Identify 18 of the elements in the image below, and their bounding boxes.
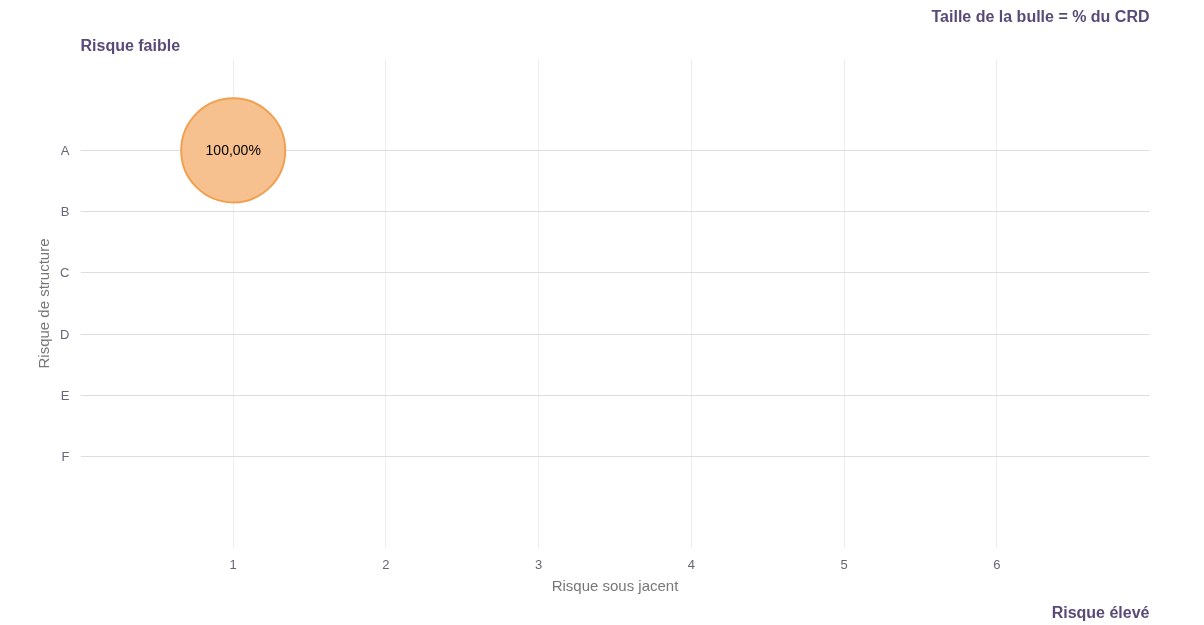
x-tick-label: 1 bbox=[229, 556, 237, 572]
text: Risque élevé bbox=[1051, 603, 1150, 621]
x-tick-label: 3 bbox=[535, 556, 543, 572]
x-tick-label: 4 bbox=[687, 556, 695, 572]
y-tick-label: D bbox=[60, 326, 70, 342]
y-tick-label: A bbox=[60, 142, 70, 158]
x-tick-label: 6 bbox=[993, 556, 1001, 572]
x-tick-label: 2 bbox=[382, 556, 390, 572]
y-tick-label: C bbox=[60, 265, 70, 281]
y-tick-label: B bbox=[60, 204, 70, 220]
text: Risque faible bbox=[80, 36, 181, 54]
x-axis-title: Risque sous jacent bbox=[551, 576, 680, 594]
y-tick-label: F bbox=[61, 449, 70, 465]
text: Taille de la bulle = % du CRD bbox=[931, 7, 1150, 25]
y-tick-label: E bbox=[60, 387, 70, 403]
data-label: 100,00% bbox=[205, 142, 261, 159]
x-tick-label: 5 bbox=[840, 556, 848, 572]
y-axis-title: Risque de structure bbox=[35, 238, 53, 369]
